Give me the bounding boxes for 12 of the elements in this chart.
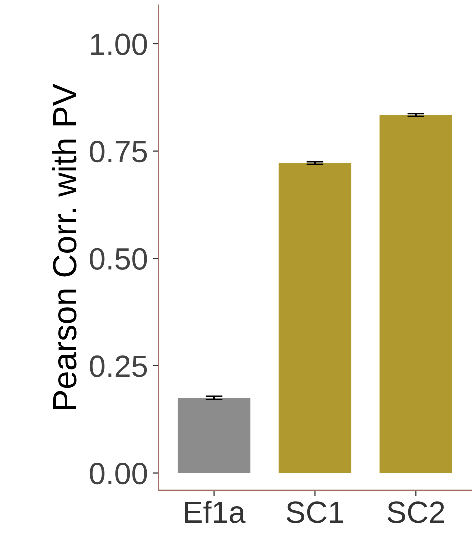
x-tick-label: Ef1a: [185, 500, 246, 524]
y-tick-label: 0.75: [90, 141, 148, 163]
x-tick-label: SC1: [286, 502, 344, 524]
y-tick-label: 1.00: [91, 34, 148, 56]
y-tick-label: 0.25: [90, 356, 148, 378]
x-tick-label: SC2: [388, 502, 444, 524]
bar: [380, 115, 452, 474]
y-axis-title: Pearson Corr. with PV: [52, 84, 77, 410]
bar: [178, 398, 251, 474]
bar: [278, 163, 352, 474]
y-tick-label: 0.50: [90, 248, 148, 270]
y-tick-label: 0.00: [90, 463, 148, 485]
